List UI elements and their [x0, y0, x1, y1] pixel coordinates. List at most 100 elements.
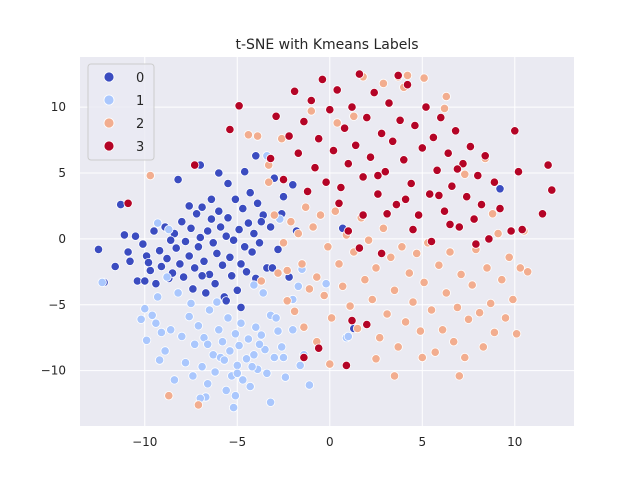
scatter-point-series-3: [543, 160, 553, 170]
scatter-point-series-3: [513, 167, 524, 177]
scatter-point-series-2: [452, 302, 462, 312]
scatter-point-series-3: [436, 113, 446, 123]
scatter-point-series-1: [219, 355, 229, 365]
scatter-point-series-3: [376, 128, 387, 138]
scatter-point-series-2: [253, 131, 263, 141]
scatter-point-series-1: [243, 334, 253, 344]
scatter-point-series-2: [389, 371, 400, 381]
scatter-point-series-0: [116, 200, 126, 210]
scatter-point-series-2: [371, 263, 381, 273]
scatter-point-series-2: [397, 242, 407, 252]
scatter-point-series-2: [456, 269, 466, 279]
scatter-point-series-2: [375, 333, 385, 343]
legend-marker: [103, 71, 115, 83]
scatter-point-series-0: [240, 167, 250, 177]
scatter-point-series-3: [413, 210, 424, 220]
scatter-point-series-0: [199, 256, 209, 266]
scatter-point-series-0: [214, 168, 224, 178]
scatter-point-series-3: [402, 80, 413, 90]
scatter-point-series-0: [166, 235, 176, 245]
scatter-point-series-2: [454, 371, 464, 381]
scatter-point-series-0: [227, 271, 237, 281]
scatter-point-series-2: [264, 177, 274, 187]
scatter-point-series-3: [489, 177, 499, 187]
scatter-point-series-1: [232, 360, 242, 370]
scatter-point-series-2: [415, 326, 425, 336]
scatter-point-series-0: [216, 222, 226, 232]
scatter-point-series-0: [171, 243, 181, 253]
scatter-point-series-3: [517, 225, 527, 235]
scatter-point-series-1: [210, 367, 220, 377]
scatter-point-series-2: [301, 202, 311, 212]
scatter-point-series-1: [212, 297, 222, 307]
scatter-point-series-2: [419, 73, 429, 83]
scatter-point-series-2: [497, 275, 507, 285]
scatter-point-series-2: [338, 281, 348, 291]
scatter-point-series-2: [286, 217, 296, 227]
scatter-point-series-2: [193, 400, 203, 410]
scatter-point-series-3: [425, 189, 435, 199]
scatter-point-series-3: [314, 134, 324, 144]
scatter-point-series-1: [169, 375, 179, 385]
scatter-point-series-1: [247, 362, 257, 372]
scatter-point-series-0: [240, 242, 250, 252]
scatter-point-series-0: [156, 261, 166, 272]
scatter-point-series-1: [273, 326, 283, 336]
scatter-point-series-3: [328, 146, 339, 156]
scatter-point-series-1: [164, 225, 174, 235]
scatter-point-series-0: [217, 260, 228, 270]
scatter-point-series-3: [432, 165, 442, 175]
scatter-point-series-1: [262, 368, 272, 378]
scatter-point-series-0: [155, 246, 165, 256]
scatter-point-series-3: [443, 148, 453, 158]
scatter-point-series-3: [547, 185, 557, 195]
scatter-point-series-3: [439, 206, 450, 216]
scatter-point-series-1: [166, 325, 176, 335]
scatter-point-series-1: [160, 346, 170, 356]
scatter-point-series-1: [151, 318, 161, 328]
legend-box: [87, 63, 155, 161]
scatter-point-series-3: [510, 126, 520, 136]
scatter-point-series-1: [153, 218, 163, 228]
scatter-point-series-2: [511, 329, 522, 339]
scatter-point-series-1: [241, 354, 252, 364]
scatter-point-series-3: [341, 360, 351, 370]
scatter-point-series-2: [323, 242, 333, 252]
scatter-point-series-0: [140, 276, 150, 286]
scatter-point-series-2: [378, 78, 388, 89]
scatter-point-series-0: [278, 192, 289, 202]
scatter-point-series-3: [299, 352, 309, 363]
scatter-point-series-2: [408, 297, 418, 307]
scatter-point-series-0: [151, 279, 161, 289]
scatter-point-series-2: [282, 265, 292, 276]
scatter-point-series-1: [269, 352, 279, 363]
scatter-point-series-1: [277, 342, 287, 352]
scatter-point-series-2: [474, 308, 485, 318]
scatter-point-series-3: [417, 143, 427, 153]
scatter-point-series-2: [508, 294, 518, 305]
scatter-point-series-2: [489, 327, 499, 337]
scatter-point-series-3: [334, 198, 344, 208]
scatter-point-series-0: [138, 239, 148, 249]
scatter-points: [93, 69, 557, 413]
scatter-point-series-2: [269, 210, 279, 220]
x-tick-label: 0: [326, 435, 334, 449]
scatter-point-series-2: [293, 229, 303, 239]
scatter-point-series-3: [225, 124, 235, 135]
scatter-point-series-3: [190, 160, 200, 170]
scatter-point-series-1: [249, 350, 259, 360]
scatter-point-series-1: [190, 339, 200, 349]
scatter-point-series-2: [164, 391, 174, 401]
scatter-point-series-1: [147, 310, 157, 320]
scatter-point-series-1: [186, 298, 196, 308]
scatter-point-series-3: [358, 172, 368, 182]
scatter-point-series-3: [325, 105, 335, 115]
scatter-point-series-1: [232, 368, 242, 378]
scatter-point-series-2: [426, 305, 437, 315]
scatter-point-series-0: [162, 254, 172, 264]
scatter-point-series-0: [206, 214, 216, 224]
scatter-point-series-2: [308, 222, 318, 232]
scatter-point-series-0: [495, 184, 505, 194]
scatter-point-series-0: [177, 217, 187, 227]
